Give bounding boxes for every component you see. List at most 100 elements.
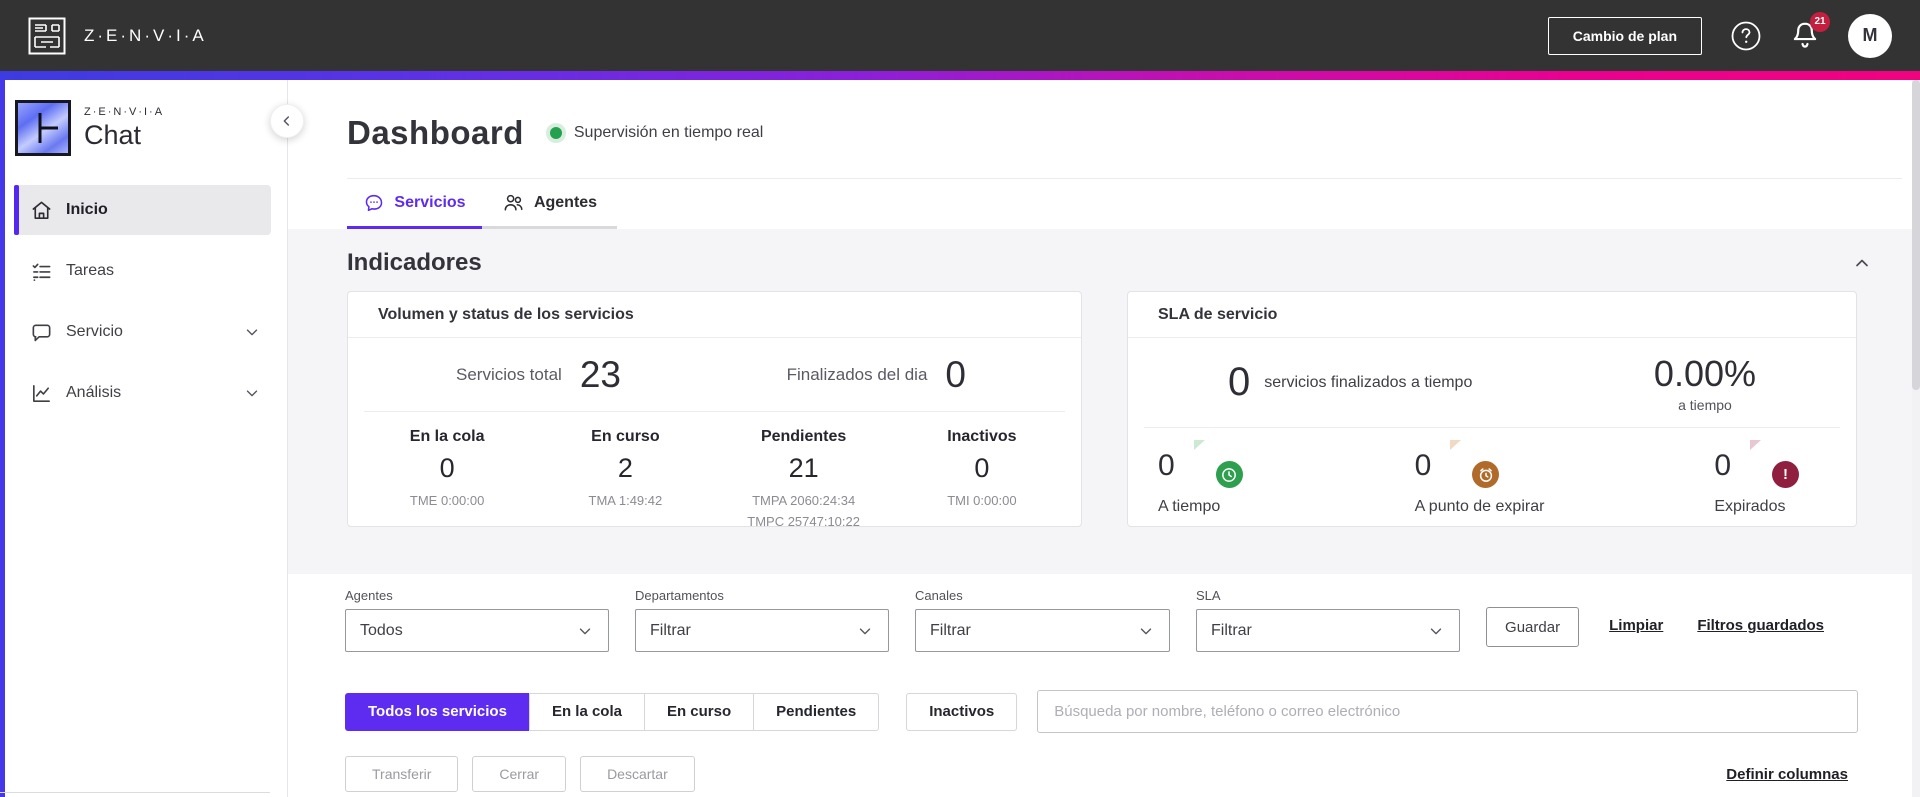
actions-row: Transferir Cerrar Descartar Definir colu…	[288, 756, 1920, 792]
chevron-up-icon	[1852, 253, 1872, 273]
filter-departamentos: Departamentos Filtrar	[635, 588, 889, 652]
departamentos-select[interactable]: Filtrar	[635, 609, 889, 652]
chat-brand-text: Z·E·N·V·I·A Chat	[84, 106, 164, 151]
tab-agentes[interactable]: Agentes	[482, 179, 617, 229]
chevron-down-icon	[243, 323, 261, 341]
sla-expired: 0 ! Expirados	[1714, 442, 1801, 516]
chevron-down-icon	[1427, 622, 1445, 640]
realtime-status: Supervisión en tiempo real	[549, 124, 764, 142]
card-divider	[364, 411, 1065, 412]
scrollbar-thumb[interactable]	[1912, 80, 1920, 390]
clear-filters-link[interactable]: Limpiar	[1609, 617, 1664, 634]
avatar[interactable]: M	[1848, 13, 1892, 58]
filter-agentes: Agentes Todos	[345, 588, 609, 652]
collapse-indicators-button[interactable]	[1852, 253, 1872, 273]
tasks-icon	[30, 260, 53, 283]
sidebar-item-label: Inicio	[66, 201, 108, 218]
people-icon	[502, 191, 525, 214]
chevron-down-icon	[1137, 622, 1155, 640]
brand-name: Z·E·N·V·I·A	[84, 25, 207, 45]
stat-en-la-cola: En la cola 0 TME 0:00:00	[409, 428, 485, 508]
sla-on-time: 0 A tiempo	[1158, 442, 1245, 516]
sidebar-item-servicio[interactable]: Servicio	[14, 307, 271, 357]
sidebar-bottom-divider	[0, 792, 270, 793]
sidebar: Z·E·N·V·I·A Chat Inicio	[0, 80, 304, 797]
filter-sla: SLA Filtrar	[1196, 588, 1460, 652]
chart-icon	[30, 382, 53, 405]
page-title: Dashboard	[347, 114, 524, 151]
chip-inactivos[interactable]: Inactivos	[906, 692, 1018, 731]
clock-on-time-icon	[1187, 442, 1245, 490]
notifications-button[interactable]: 21	[1790, 11, 1830, 52]
zenvia-logo-icon	[28, 17, 66, 55]
agentes-select[interactable]: Todos	[345, 609, 609, 652]
sidebar-item-label: Análisis	[66, 384, 122, 401]
alarm-expired-icon: !	[1743, 442, 1801, 490]
chevron-down-icon	[856, 622, 874, 640]
saved-filters-link[interactable]: Filtros guardados	[1697, 617, 1824, 634]
chevron-down-icon	[576, 622, 594, 640]
alarm-expiring-icon	[1443, 442, 1501, 490]
services-total-value: 23	[579, 353, 621, 395]
sla-card-title: SLA de servicio	[1128, 292, 1856, 338]
tab-label: Agentes	[533, 193, 598, 211]
change-plan-button[interactable]: Cambio de plan	[1547, 16, 1702, 55]
zenvia-chat-logo	[15, 100, 71, 156]
card-divider	[1144, 427, 1840, 428]
stat-inactivos: Inactivos 0 TMI 0:00:00	[947, 428, 1017, 508]
sidebar-item-tareas[interactable]: Tareas	[14, 246, 271, 296]
sidebar-item-label: Tareas	[66, 262, 115, 279]
sla-select[interactable]: Filtrar	[1196, 609, 1460, 652]
sla-finished-on-time: 0 servicios finalizados a tiempo	[1228, 360, 1473, 404]
home-icon	[30, 199, 53, 222]
close-button[interactable]: Cerrar	[472, 756, 567, 792]
finished-today-value: 0	[945, 353, 966, 395]
canales-select[interactable]: Filtrar	[915, 609, 1170, 652]
filter-canales: Canales Filtrar	[915, 588, 1170, 652]
page-scrollbar[interactable]	[1912, 80, 1920, 797]
define-columns-link[interactable]: Definir columnas	[1726, 765, 1848, 783]
finished-today: Finalizados del dia 0	[787, 354, 966, 396]
chip-en-curso[interactable]: En curso	[643, 692, 755, 731]
sidebar-menu: Inicio Tareas Servicio	[0, 185, 287, 418]
chip-en-la-cola[interactable]: En la cola	[528, 692, 645, 731]
filters-bar: Agentes Todos Departamentos Filtrar	[288, 574, 1920, 652]
chip-todos-los-servicios[interactable]: Todos los servicios	[345, 692, 530, 731]
chip-pendientes[interactable]: Pendientes	[753, 692, 880, 731]
topbar: Z·E·N·V·I·A Cambio de plan 21 M	[0, 0, 1920, 71]
sidebar-item-label: Servicio	[66, 323, 123, 340]
status-green-dot	[549, 127, 562, 139]
volume-status-card: Volumen y status de los servicios Servic…	[347, 291, 1082, 529]
transfer-button[interactable]: Transferir	[345, 756, 459, 792]
sla-percent-block: 0.00% a tiempo	[1654, 353, 1756, 413]
sla-percent-value: 0.00%	[1653, 352, 1756, 394]
sidebar-item-inicio[interactable]: Inicio	[14, 185, 271, 235]
sidebar-accent-strip	[0, 80, 5, 797]
sla-percent-label: a tiempo	[1678, 396, 1732, 413]
zenvia-brand: Z·E·N·V·I·A	[28, 17, 207, 55]
indicators-section: Indicadores Volumen y status de los serv…	[288, 229, 1920, 574]
search-input[interactable]	[1037, 690, 1858, 733]
services-total-label: Servicios total	[456, 364, 562, 384]
help-icon	[1730, 20, 1762, 52]
chat-brand-small: Z·E·N·V·I·A	[84, 105, 165, 118]
save-filters-button[interactable]: Guardar	[1486, 607, 1580, 647]
services-total: Servicios total 23	[456, 354, 621, 396]
page-header: Dashboard Supervisión en tiempo real	[288, 80, 1920, 229]
sidebar-item-analisis[interactable]: Análisis	[14, 368, 271, 418]
stat-en-curso: En curso 2 TMA 1:49:42	[588, 428, 663, 508]
brand-gradient-bar	[0, 71, 1920, 80]
stat-pendientes: Pendientes 21 TMPA 2060:24:34 TMPC 25747…	[747, 428, 860, 529]
chevron-left-icon	[279, 113, 295, 129]
notifications-count-badge: 21	[1810, 11, 1830, 32]
tab-servicios[interactable]: Servicios	[347, 179, 482, 229]
discard-button[interactable]: Descartar	[580, 756, 695, 792]
status-label: Supervisión en tiempo real	[573, 124, 764, 141]
sidebar-collapse-button[interactable]	[270, 104, 304, 138]
tabs-wrap: Servicios Agentes	[347, 178, 1902, 229]
services-toolbar: Todos los servicios En la cola En curso …	[288, 690, 1920, 733]
volume-card-title: Volumen y status de los servicios	[348, 292, 1081, 338]
chat-bubble-icon	[30, 321, 53, 344]
sla-card: SLA de servicio 0 servicios finalizados …	[1127, 291, 1857, 527]
help-button[interactable]	[1730, 20, 1762, 52]
